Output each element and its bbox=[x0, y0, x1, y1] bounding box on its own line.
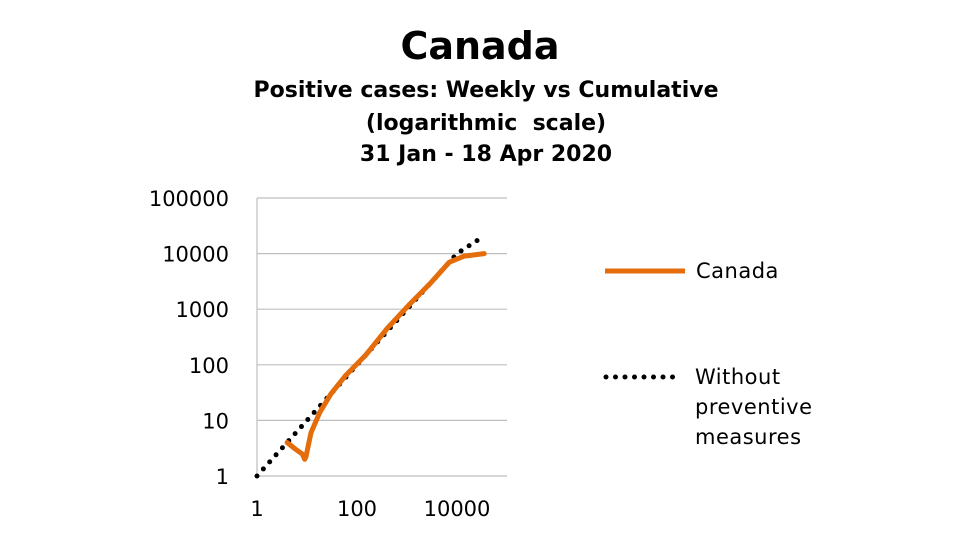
gridlines bbox=[257, 197, 507, 477]
series-lines bbox=[254, 235, 487, 479]
chart-subtitle-line-2: (logarithmic scale) bbox=[365, 111, 607, 136]
y-tick-labels: 1 10 100 1000 10000 100000 bbox=[149, 187, 229, 489]
x-tick-labels: 1 100 10000 bbox=[250, 497, 490, 521]
legend-label-canada: Canada bbox=[696, 259, 779, 283]
y-tick-label-10000: 10000 bbox=[162, 243, 229, 267]
legend-label-without-line-3: measures bbox=[695, 425, 802, 449]
x-tick-label-1: 1 bbox=[250, 497, 263, 521]
x-tick-label-100: 100 bbox=[337, 497, 377, 521]
legend-label-without-line-2: preventive bbox=[695, 395, 813, 419]
legend-label-without-line-1: Without bbox=[695, 365, 781, 389]
chart-title: Canada bbox=[400, 24, 560, 68]
chart-subtitle-line-1: Positive cases: Weekly vs Cumulative bbox=[253, 78, 719, 103]
y-tick-label-1: 1 bbox=[216, 465, 229, 489]
y-tick-label-10: 10 bbox=[202, 409, 229, 433]
y-tick-label-1000: 1000 bbox=[176, 298, 229, 322]
chart-subtitle-line-3: 31 Jan - 18 Apr 2020 bbox=[359, 142, 613, 167]
x-tick-label-10000: 10000 bbox=[424, 497, 491, 521]
series-line-canada bbox=[284, 251, 487, 462]
y-tick-label-100000: 100000 bbox=[149, 187, 229, 211]
y-tick-label-100: 100 bbox=[189, 354, 229, 378]
series-line-without-preventive-measures bbox=[254, 235, 484, 479]
